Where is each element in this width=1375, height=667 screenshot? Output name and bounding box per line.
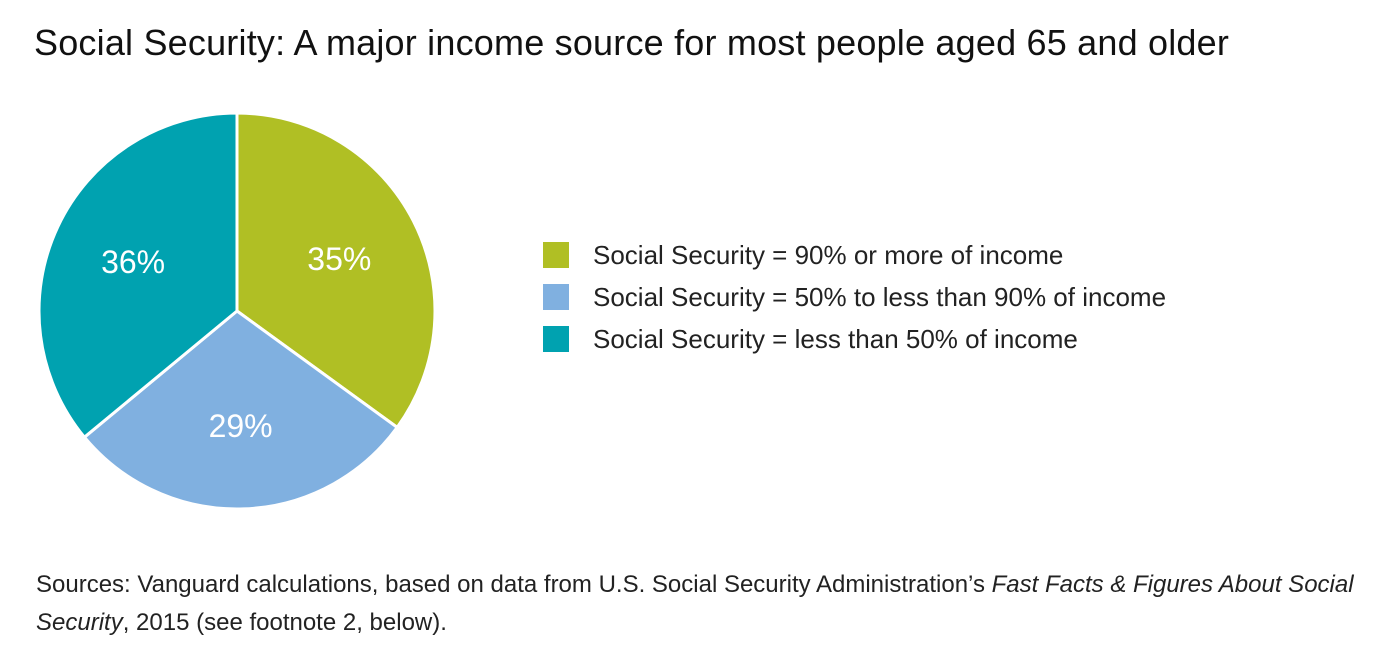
chart-title: Social Security: A major income source f… [34,22,1230,63]
slice-label-less-than-50: 36% [101,244,165,280]
source-text-end: , 2015 (see footnote 2, below). [122,609,447,636]
source-label: Sources: [36,571,131,598]
pie-slice-50-to-90 [82,309,399,511]
pie-chart: 35% 29% 36% [37,111,437,511]
pie-slices [37,111,437,511]
slice-label-90-or-more: 35% [307,241,371,277]
legend: Social Security = 90% or more of income … [543,234,1166,360]
slice-label-50-to-90: 29% [209,408,273,444]
source-text: Vanguard calculations, based on data fro… [130,571,992,598]
legend-swatch-50-to-90 [543,284,569,310]
legend-item: Social Security = 90% or more of income [543,234,1166,276]
legend-label: Social Security = 50% to less than 90% o… [593,281,1167,312]
pie-labels: 35% 29% 36% [101,241,371,444]
legend-item: Social Security = 50% to less than 90% o… [543,276,1166,318]
legend-swatch-less-than-50 [543,326,569,352]
source-publication-title: Fast Facts & Figures About Social Securi… [36,571,1354,636]
legend-item: Social Security = less than 50% of incom… [543,318,1166,360]
pie-slice-less-than-50 [37,111,239,439]
source-note: Sources: Vanguard calculations, based on… [36,566,1356,642]
legend-label: Social Security = 90% or more of income [593,239,1064,270]
legend-swatch-90-or-more [543,242,569,268]
legend-label: Social Security = less than 50% of incom… [593,323,1078,354]
pie-slice-90-or-more [235,111,437,429]
